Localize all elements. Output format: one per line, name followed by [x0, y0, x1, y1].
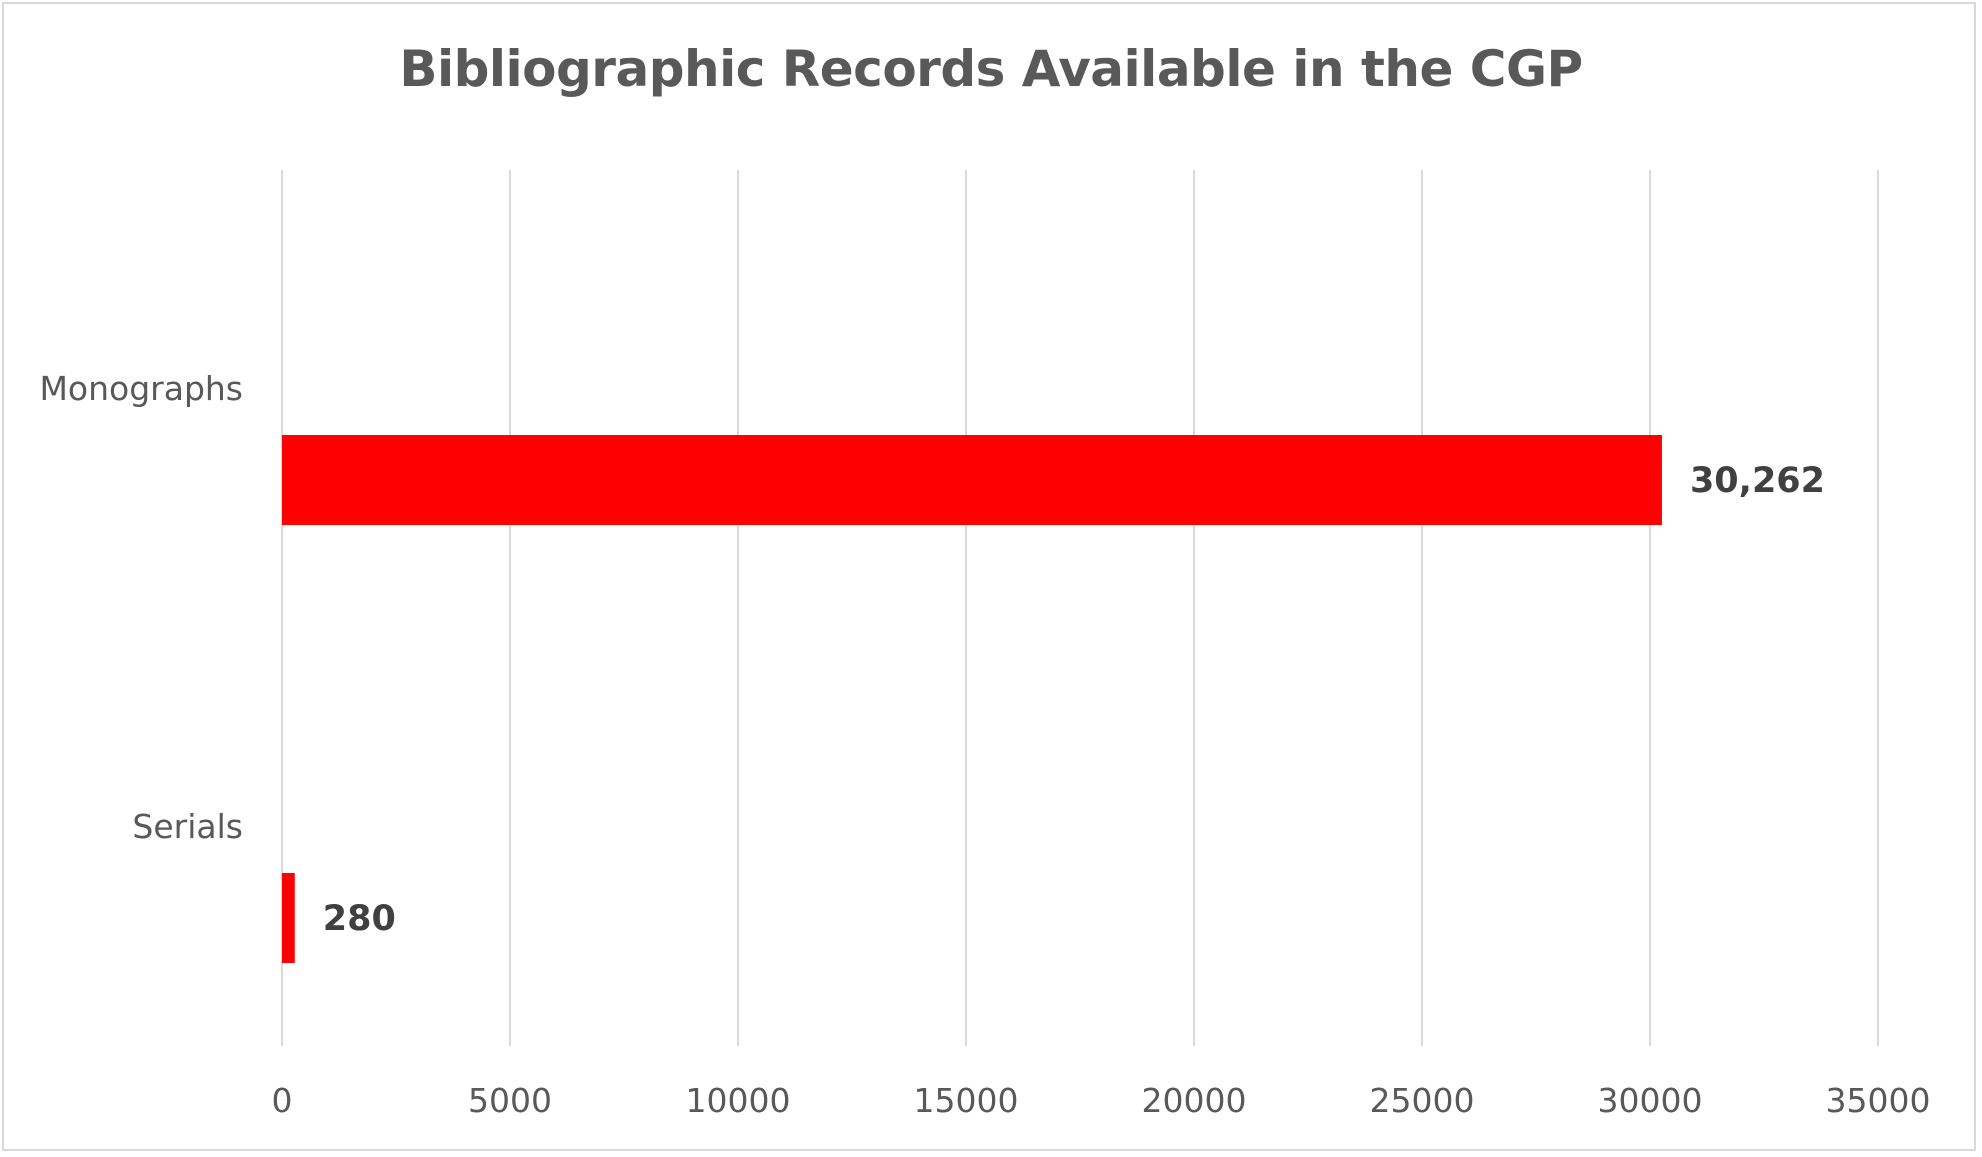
x-tick-label: 25000 — [1370, 1081, 1475, 1120]
bars — [282, 435, 1662, 963]
x-tick-label: 0 — [272, 1081, 293, 1120]
category-label: Serials — [132, 807, 243, 846]
x-tick-label: 30000 — [1598, 1081, 1703, 1120]
chart-title: Bibliographic Records Available in the C… — [399, 40, 1583, 98]
x-tick-label: 35000 — [1826, 1081, 1931, 1120]
data-label: 30,262 — [1690, 461, 1825, 501]
gridlines — [281, 170, 1879, 1046]
bar-serials — [282, 873, 295, 963]
x-tick-label: 5000 — [468, 1081, 552, 1120]
data-label: 280 — [323, 899, 396, 939]
x-tick-label: 20000 — [1142, 1081, 1247, 1120]
bar-monographs — [282, 435, 1662, 525]
x-tick-label: 15000 — [914, 1081, 1019, 1120]
labels: 0 5000 10000 15000 20000 25000 30000 35000 Monog… — [39, 369, 1930, 1120]
x-tick-label: 10000 — [686, 1081, 791, 1120]
category-label: Monographs — [39, 369, 243, 408]
